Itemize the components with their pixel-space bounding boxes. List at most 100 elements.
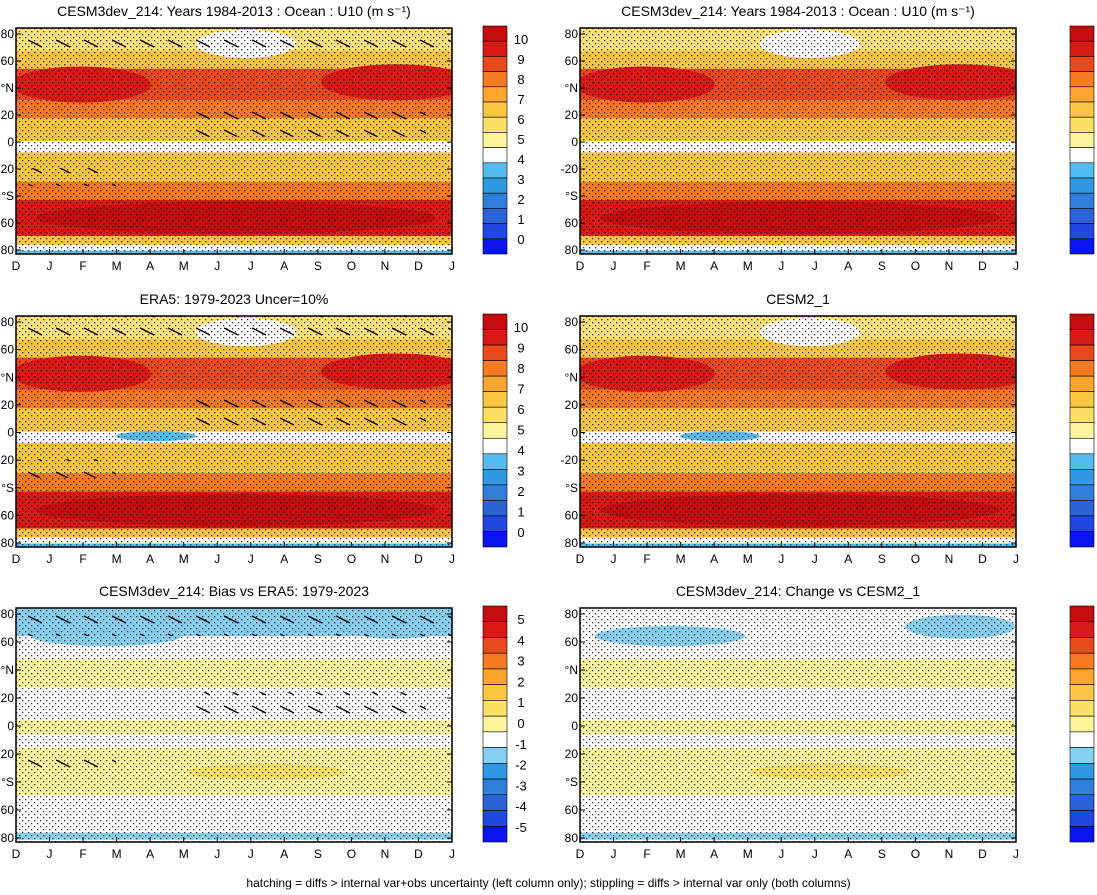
stippling	[580, 28, 1016, 254]
y-tick-label: 60	[565, 635, 579, 649]
x-tick-label: A	[710, 847, 718, 861]
hatch-mid	[196, 692, 426, 721]
x-tick-label: M	[179, 259, 189, 273]
colorbar-label: 1	[517, 505, 524, 520]
x-tick-label: O	[347, 847, 356, 861]
colorbar-label: 0	[517, 716, 524, 731]
stippling	[16, 28, 452, 254]
x-tick-label: D	[414, 259, 423, 273]
colorbar-swatch	[482, 778, 508, 796]
colorbar-swatch	[1069, 344, 1095, 361]
x-tick-label: N	[381, 847, 390, 861]
x-tick-label: D	[414, 847, 423, 861]
x-tick-label: M	[743, 847, 753, 861]
colorbar-swatch	[1069, 700, 1095, 717]
x-tick-label: J	[248, 847, 254, 861]
colorbar-swatch	[1069, 515, 1095, 532]
y-tick-label: 60	[565, 216, 579, 230]
y-tick-label: 80	[1, 536, 15, 550]
x-tick-label: M	[179, 552, 189, 566]
colorbar-label: 5	[517, 612, 524, 627]
x-tick-label: S	[878, 847, 886, 861]
y-tick-label: 80	[1, 315, 15, 329]
x-tick-label: S	[314, 259, 322, 273]
y-tick-label: 80	[565, 536, 579, 550]
colorbar-swatch	[482, 116, 508, 133]
y-tick-label: -20	[0, 453, 14, 467]
colorbar-swatch	[1069, 192, 1095, 209]
x-tick-label: D	[978, 259, 987, 273]
colorbar-label: -4	[515, 799, 527, 814]
colorbar-swatch	[1069, 484, 1095, 501]
colorbar-label: 7	[517, 382, 524, 397]
colorbar-label: 1	[517, 212, 524, 227]
colorbar-label: 1	[517, 695, 524, 710]
x-tick-label: A	[844, 259, 852, 273]
colorbar-swatch	[1069, 238, 1095, 255]
colorbar-swatch	[1069, 56, 1095, 72]
field	[580, 316, 1016, 547]
colorbar-swatch	[482, 238, 508, 255]
x-tick-label: J	[778, 259, 784, 273]
y-tick-label: °S	[565, 481, 578, 495]
x-tick-label: F	[79, 847, 86, 861]
colorbar-swatch	[482, 391, 508, 408]
colorbar-swatch	[1069, 469, 1095, 486]
y-tick-label: 60	[1, 216, 15, 230]
y-tick-label: 60	[1, 803, 15, 817]
panel-title: ERA5: 1979-2023 Uncer=10%	[140, 291, 329, 307]
x-tick-label: J	[214, 847, 220, 861]
y-tick-label: 60	[1, 343, 15, 357]
colorbar-label: -1	[515, 737, 527, 752]
x-tick-label: J	[611, 552, 617, 566]
y-tick-label: 20	[1, 108, 15, 122]
plot-frame	[15, 27, 453, 255]
colorbar-swatch	[1069, 329, 1095, 346]
plot-frame	[579, 27, 1017, 255]
y-tick-label: -20	[0, 162, 14, 176]
colorbar-swatch	[1069, 621, 1095, 638]
x-tick-label: D	[12, 847, 21, 861]
x-tick-label: J	[449, 847, 455, 861]
y-tick-label: 0	[7, 719, 14, 733]
plot-frame	[15, 315, 453, 548]
field	[580, 608, 1016, 842]
colorbar-swatch	[482, 810, 508, 827]
y-tick-label: °S	[565, 189, 578, 203]
x-tick-label: J	[812, 847, 818, 861]
x-tick-label: J	[778, 847, 784, 861]
colorbar-swatch	[1069, 684, 1095, 701]
x-tick-label: N	[945, 552, 954, 566]
panel-top-right: CESM3dev_214: Years 1984-2013 : Ocean : …	[561, 3, 1095, 273]
colorbar-label: 10	[514, 320, 528, 335]
y-tick-label: 60	[565, 54, 579, 68]
colorbar-swatch	[1069, 422, 1095, 439]
colorbar-swatch	[482, 375, 508, 392]
colorbar-swatch	[1069, 162, 1095, 179]
y-tick-label: -20	[561, 453, 579, 467]
colorbar-swatch	[1069, 313, 1095, 330]
plot-frame	[579, 607, 1017, 843]
colorbar-swatch	[482, 515, 508, 532]
colorbar-label: 9	[517, 52, 524, 67]
colorbar-swatch	[482, 208, 508, 224]
colorbar-label: 4	[517, 633, 524, 648]
y-tick-label: °N	[1, 663, 14, 677]
x-tick-label: N	[381, 552, 390, 566]
colorbar-swatch	[482, 132, 508, 148]
field	[16, 316, 452, 547]
y-tick-label: 60	[1, 635, 15, 649]
plot-frame	[15, 607, 453, 843]
colorbar-label: -3	[515, 778, 527, 793]
footer-caption: hatching = diffs > internal var+obs unce…	[246, 876, 851, 890]
colorbar-swatch	[482, 329, 508, 346]
y-tick-label: 80	[1, 27, 15, 41]
colorbar-swatch	[1069, 71, 1095, 88]
colorbar-swatch	[482, 621, 508, 638]
x-tick-label: J	[449, 552, 455, 566]
y-tick-label: 0	[571, 426, 578, 440]
colorbar-swatch	[1069, 763, 1095, 780]
